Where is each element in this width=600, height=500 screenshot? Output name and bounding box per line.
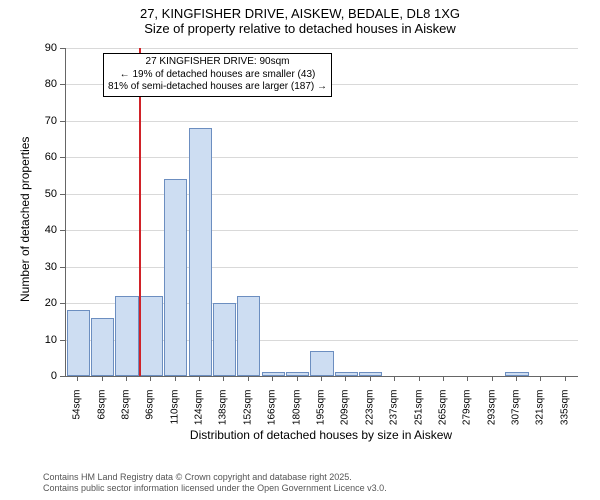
ytick-mark bbox=[60, 48, 65, 49]
xtick-label: 166sqm bbox=[267, 390, 278, 440]
xtick-label: 110sqm bbox=[169, 390, 180, 440]
histogram-bar bbox=[115, 296, 138, 376]
xtick-mark bbox=[248, 376, 249, 381]
histogram-bar bbox=[262, 372, 285, 376]
xtick-label: 265sqm bbox=[437, 390, 448, 440]
xtick-mark bbox=[175, 376, 176, 381]
xtick-label: 251sqm bbox=[413, 390, 424, 440]
xtick-label: 82sqm bbox=[120, 390, 131, 440]
xtick-label: 96sqm bbox=[145, 390, 156, 440]
histogram-bar bbox=[91, 318, 114, 376]
gridline bbox=[66, 230, 578, 231]
footer-line1: Contains HM Land Registry data © Crown c… bbox=[43, 472, 387, 483]
xtick-mark bbox=[492, 376, 493, 381]
xtick-mark bbox=[370, 376, 371, 381]
xtick-mark bbox=[77, 376, 78, 381]
xtick-mark bbox=[223, 376, 224, 381]
xtick-label: 68sqm bbox=[96, 390, 107, 440]
xtick-mark bbox=[150, 376, 151, 381]
ytick-mark bbox=[60, 376, 65, 377]
xtick-label: 279sqm bbox=[462, 390, 473, 440]
xtick-mark bbox=[345, 376, 346, 381]
footer-line2: Contains public sector information licen… bbox=[43, 483, 387, 494]
ytick-label: 80 bbox=[35, 78, 57, 90]
histogram-bar bbox=[67, 310, 90, 376]
histogram-bar bbox=[164, 179, 187, 376]
gridline bbox=[66, 48, 578, 49]
xtick-label: 307sqm bbox=[511, 390, 522, 440]
gridline bbox=[66, 267, 578, 268]
ytick-label: 10 bbox=[35, 334, 57, 346]
gridline bbox=[66, 194, 578, 195]
ytick-mark bbox=[60, 340, 65, 341]
annotation-line: ← 19% of detached houses are smaller (43… bbox=[108, 69, 327, 82]
chart-title-line2: Size of property relative to detached ho… bbox=[0, 21, 600, 36]
ytick-mark bbox=[60, 303, 65, 304]
xtick-label: 152sqm bbox=[242, 390, 253, 440]
xtick-mark bbox=[126, 376, 127, 381]
ytick-label: 20 bbox=[35, 297, 57, 309]
ytick-label: 60 bbox=[35, 151, 57, 163]
xtick-mark bbox=[419, 376, 420, 381]
chart-title-line1: 27, KINGFISHER DRIVE, AISKEW, BEDALE, DL… bbox=[0, 6, 600, 21]
annotation-box: 27 KINGFISHER DRIVE: 90sqm← 19% of detac… bbox=[103, 53, 332, 97]
xtick-label: 223sqm bbox=[364, 390, 375, 440]
histogram-bar bbox=[286, 372, 309, 376]
xtick-mark bbox=[540, 376, 541, 381]
reference-line bbox=[139, 48, 141, 376]
annotation-line: 81% of semi-detached houses are larger (… bbox=[108, 81, 327, 94]
xtick-label: 138sqm bbox=[218, 390, 229, 440]
xtick-mark bbox=[394, 376, 395, 381]
ytick-mark bbox=[60, 267, 65, 268]
xtick-label: 180sqm bbox=[291, 390, 302, 440]
histogram-bar bbox=[359, 372, 382, 376]
xtick-label: 54sqm bbox=[72, 390, 83, 440]
xtick-label: 237sqm bbox=[389, 390, 400, 440]
histogram-bar bbox=[213, 303, 236, 376]
chart-title-block: 27, KINGFISHER DRIVE, AISKEW, BEDALE, DL… bbox=[0, 0, 600, 36]
ytick-label: 30 bbox=[35, 261, 57, 273]
xtick-label: 195sqm bbox=[316, 390, 327, 440]
histogram-bar bbox=[140, 296, 163, 376]
gridline bbox=[66, 121, 578, 122]
ytick-label: 40 bbox=[35, 224, 57, 236]
xtick-mark bbox=[321, 376, 322, 381]
xtick-mark bbox=[297, 376, 298, 381]
histogram-bar bbox=[237, 296, 260, 376]
footer-attribution: Contains HM Land Registry data © Crown c… bbox=[43, 472, 387, 495]
histogram-bar bbox=[310, 351, 333, 377]
y-axis-label: Number of detached properties bbox=[18, 137, 32, 302]
xtick-mark bbox=[565, 376, 566, 381]
ytick-mark bbox=[60, 194, 65, 195]
ytick-label: 90 bbox=[35, 42, 57, 54]
xtick-mark bbox=[102, 376, 103, 381]
annotation-line: 27 KINGFISHER DRIVE: 90sqm bbox=[108, 56, 327, 69]
xtick-mark bbox=[199, 376, 200, 381]
xtick-label: 293sqm bbox=[486, 390, 497, 440]
xtick-mark bbox=[467, 376, 468, 381]
gridline bbox=[66, 157, 578, 158]
xtick-label: 124sqm bbox=[194, 390, 205, 440]
xtick-mark bbox=[443, 376, 444, 381]
histogram-bar bbox=[189, 128, 212, 376]
ytick-mark bbox=[60, 121, 65, 122]
ytick-label: 70 bbox=[35, 115, 57, 127]
xtick-mark bbox=[516, 376, 517, 381]
xtick-label: 335sqm bbox=[559, 390, 570, 440]
ytick-label: 0 bbox=[35, 370, 57, 382]
ytick-mark bbox=[60, 84, 65, 85]
histogram-bar bbox=[335, 372, 358, 376]
xtick-label: 321sqm bbox=[535, 390, 546, 440]
ytick-mark bbox=[60, 230, 65, 231]
plot-area bbox=[65, 48, 578, 377]
xtick-mark bbox=[272, 376, 273, 381]
xtick-label: 209sqm bbox=[340, 390, 351, 440]
ytick-mark bbox=[60, 157, 65, 158]
ytick-label: 50 bbox=[35, 188, 57, 200]
